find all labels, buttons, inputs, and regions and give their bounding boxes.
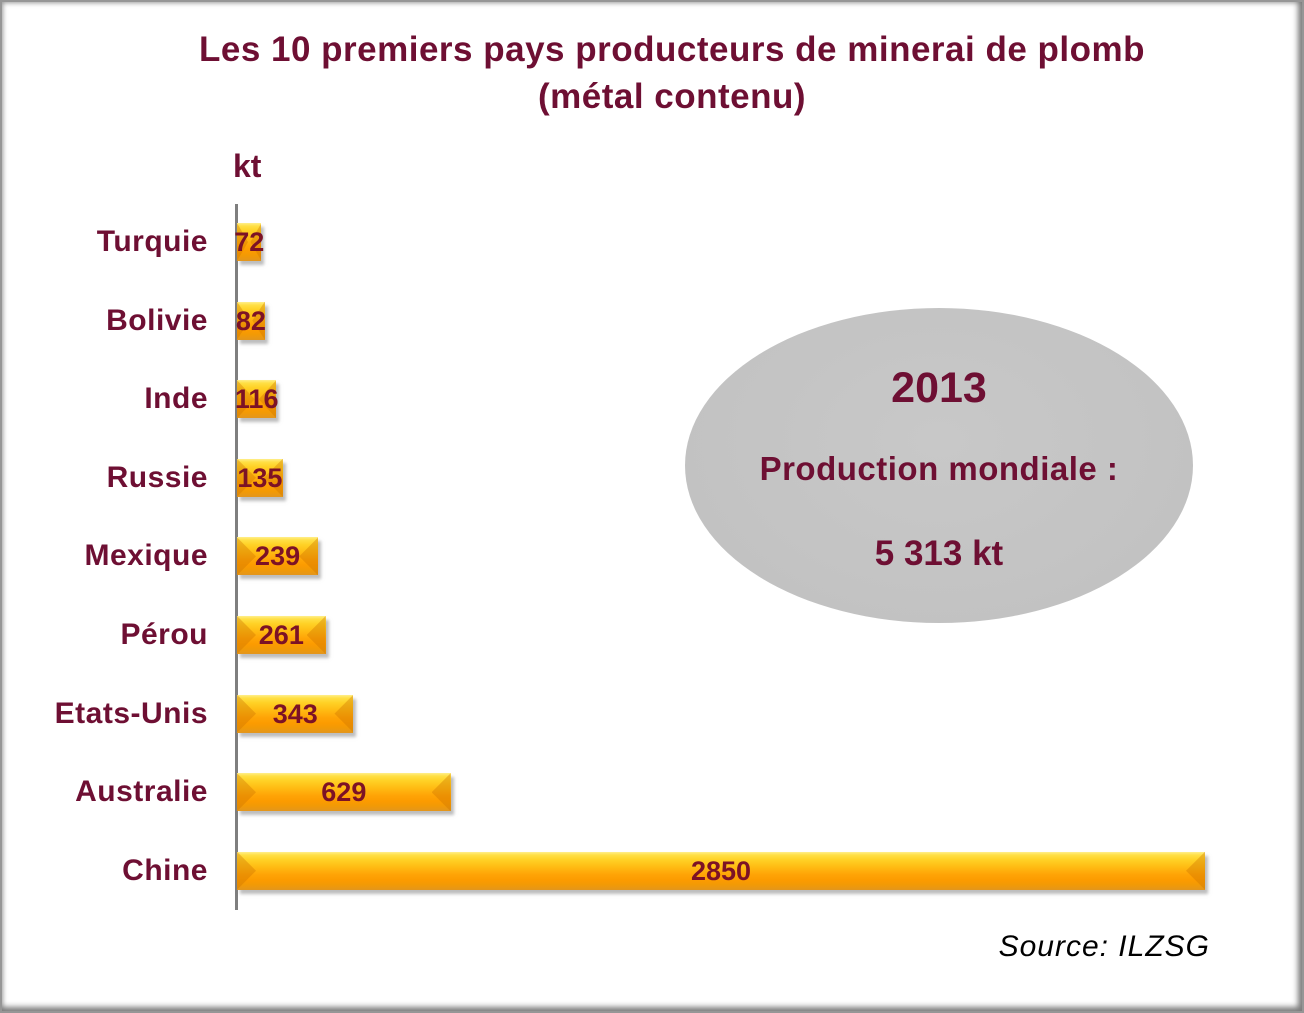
bar-value-label: 116 (234, 384, 279, 415)
bar-end-bevel (237, 616, 256, 654)
source-credit: Source: ILZSG (998, 930, 1210, 963)
bar-end-bevel (306, 616, 326, 654)
bar-value-label: 261 (258, 620, 304, 650)
chart-title-line-2: (métal contenu) (537, 77, 807, 116)
bar-end-bevel (237, 851, 256, 890)
category-label: Australie (75, 775, 208, 809)
bar-end-bevel (237, 694, 256, 733)
axis-unit-label: kt (233, 148, 262, 184)
bar (237, 773, 451, 812)
bar-end-bevel (237, 537, 256, 576)
category-label: Etats-Unis (54, 696, 208, 730)
bar-value-label: 629 (321, 777, 367, 808)
category-label: Russie (106, 460, 208, 494)
bar (237, 851, 1205, 890)
bar-end-bevel (334, 694, 354, 733)
bar (237, 694, 354, 733)
bar-value-label: 135 (237, 462, 283, 493)
category-label: Mexique (84, 539, 208, 573)
bar-value-label: 2850 (690, 855, 752, 886)
bar-value-label: 72 (234, 227, 265, 257)
bar-value-label: 239 (255, 541, 301, 572)
bar-end-bevel (1186, 851, 1205, 890)
bar (237, 537, 319, 576)
callout-value: 5 313 kt (874, 534, 1004, 573)
bar-end-bevel (299, 537, 319, 576)
bar (237, 458, 283, 497)
chart-title-line-1: Les 10 premiers pays producteurs de mine… (198, 30, 1146, 69)
category-label: Chine (122, 853, 208, 887)
category-label: Inde (144, 382, 208, 416)
category-label: Bolivie (106, 303, 208, 337)
bar (237, 380, 277, 419)
bar (237, 301, 265, 340)
chart-title: Les 10 premiers pays producteurs de mine… (80, 26, 1264, 120)
bar-value-label: 82 (235, 305, 266, 336)
callout-year: 2013 (891, 364, 987, 412)
bar (237, 616, 326, 654)
y-axis-line (235, 204, 238, 910)
world-production-callout: 2013 Production mondiale : 5 313 kt (685, 308, 1193, 623)
bar-value-label: 343 (272, 698, 318, 729)
bar-end-bevel (237, 773, 256, 812)
callout-label: Production mondiale : (759, 450, 1119, 487)
bar (237, 223, 262, 261)
category-label: Turquie (96, 225, 208, 258)
bar-end-bevel (237, 223, 248, 261)
bar-end-bevel (431, 773, 451, 812)
bar-end-bevel (250, 223, 262, 261)
category-label: Pérou (120, 618, 208, 651)
